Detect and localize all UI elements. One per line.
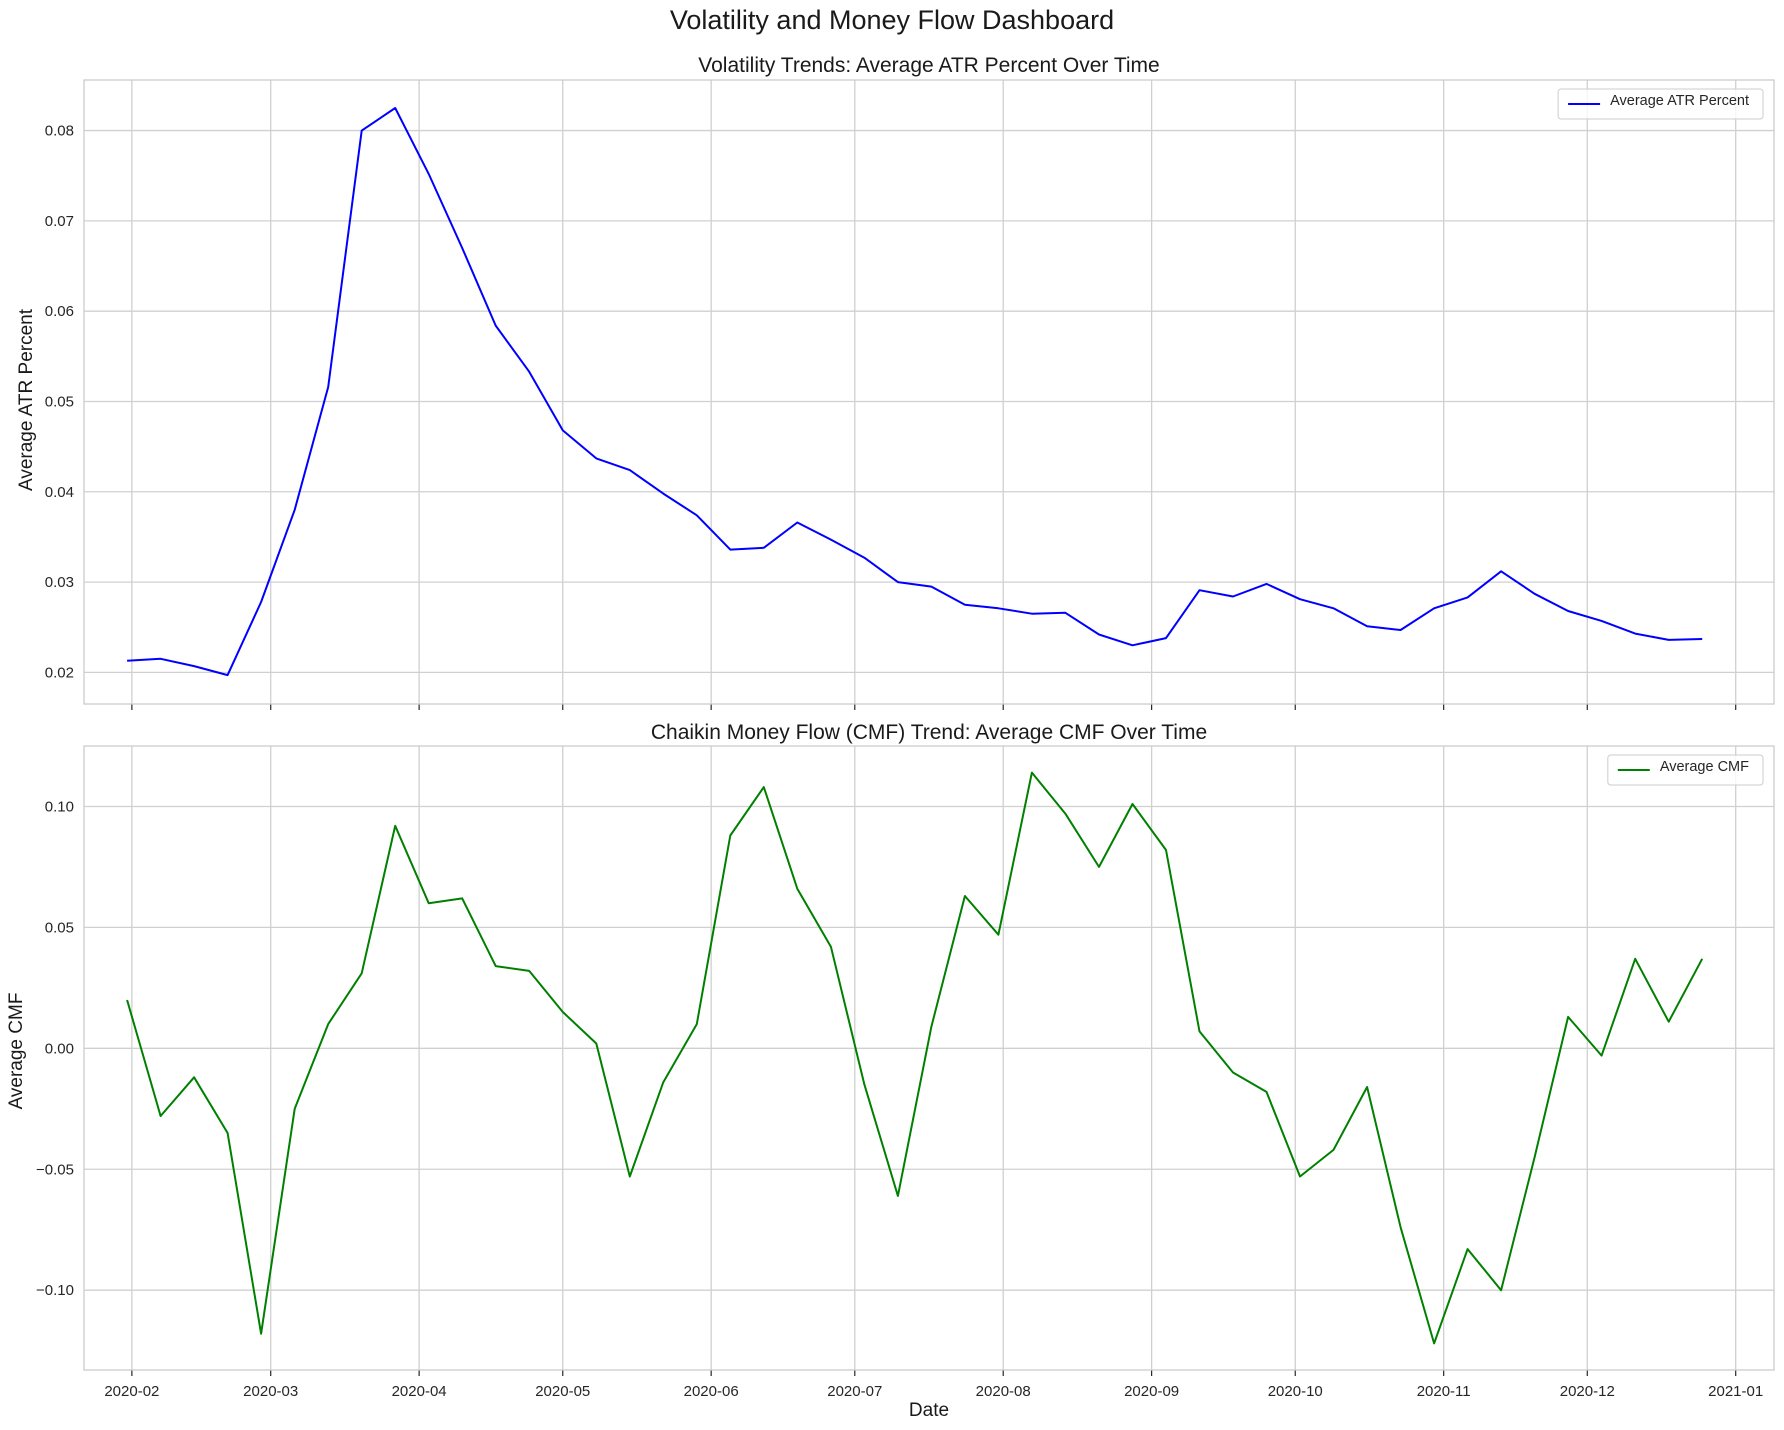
- legend-box: [1557, 88, 1764, 120]
- y-tick-label: 0.06: [45, 303, 74, 320]
- cmf-chart-title: Chaikin Money Flow (CMF) Trend: Average …: [651, 721, 1207, 744]
- x-tick-label: 2020-02: [104, 1383, 159, 1400]
- legend: Average ATR Percent: [1557, 88, 1764, 120]
- plot-frame: [83, 745, 1775, 1371]
- atr-chart-title: Volatility Trends: Average ATR Percent O…: [698, 54, 1159, 77]
- legend-label: Average CMF: [1660, 759, 1749, 775]
- series-line: [127, 107, 1703, 677]
- y-tick-label: 0.00: [45, 1040, 74, 1057]
- x-tick-label: 2020-04: [392, 1383, 447, 1400]
- y-tick-label: −0.05: [36, 1161, 74, 1178]
- legend-label: Average ATR Percent: [1610, 93, 1749, 109]
- x-tick-label: 2020-05: [535, 1383, 590, 1400]
- grid-lines: [84, 80, 1774, 704]
- x-tick-label: 2020-12: [1560, 1383, 1615, 1400]
- x-tick-label: 2020-06: [684, 1383, 739, 1400]
- x-tick-label: 2020-09: [1124, 1383, 1179, 1400]
- y-tick-label: 0.04: [45, 484, 74, 501]
- plot-frame: [83, 79, 1775, 705]
- y-tick-label: 0.02: [45, 664, 74, 681]
- y-tick-label: 0.03: [45, 574, 74, 591]
- y-tick-label: 0.05: [45, 393, 74, 410]
- cmf-x-axis-label: Date: [909, 1400, 949, 1421]
- legend: Average CMF: [1607, 754, 1764, 786]
- y-tick-label: 0.05: [45, 919, 74, 936]
- x-tick-label: 2020-11: [1417, 1383, 1471, 1400]
- y-tick-label: −0.10: [36, 1282, 74, 1299]
- x-tick-label: 2020-03: [243, 1383, 298, 1400]
- x-tick-label: 2020-08: [976, 1383, 1031, 1400]
- legend-box: [1607, 754, 1764, 786]
- cmf-chart: Chaikin Money Flow (CMF) Trend: Average …: [6, 721, 1775, 1421]
- series-line: [126, 771, 1704, 1345]
- atr-chart: Volatility Trends: Average ATR Percent O…: [16, 54, 1775, 710]
- atr-y-axis-label: Average ATR Percent: [16, 308, 37, 491]
- figure-title: Volatility and Money Flow Dashboard: [670, 5, 1114, 35]
- x-tick-label: 2020-10: [1268, 1383, 1323, 1400]
- cmf-y-axis-label: Average CMF: [6, 993, 27, 1110]
- x-tick-label: 2021-01: [1708, 1383, 1763, 1400]
- y-tick-label: 0.10: [45, 798, 74, 815]
- y-tick-label: 0.07: [45, 213, 74, 230]
- x-tick-label: 2020-07: [827, 1383, 882, 1400]
- y-tick-label: 0.08: [45, 123, 74, 140]
- grid-lines: [84, 746, 1774, 1370]
